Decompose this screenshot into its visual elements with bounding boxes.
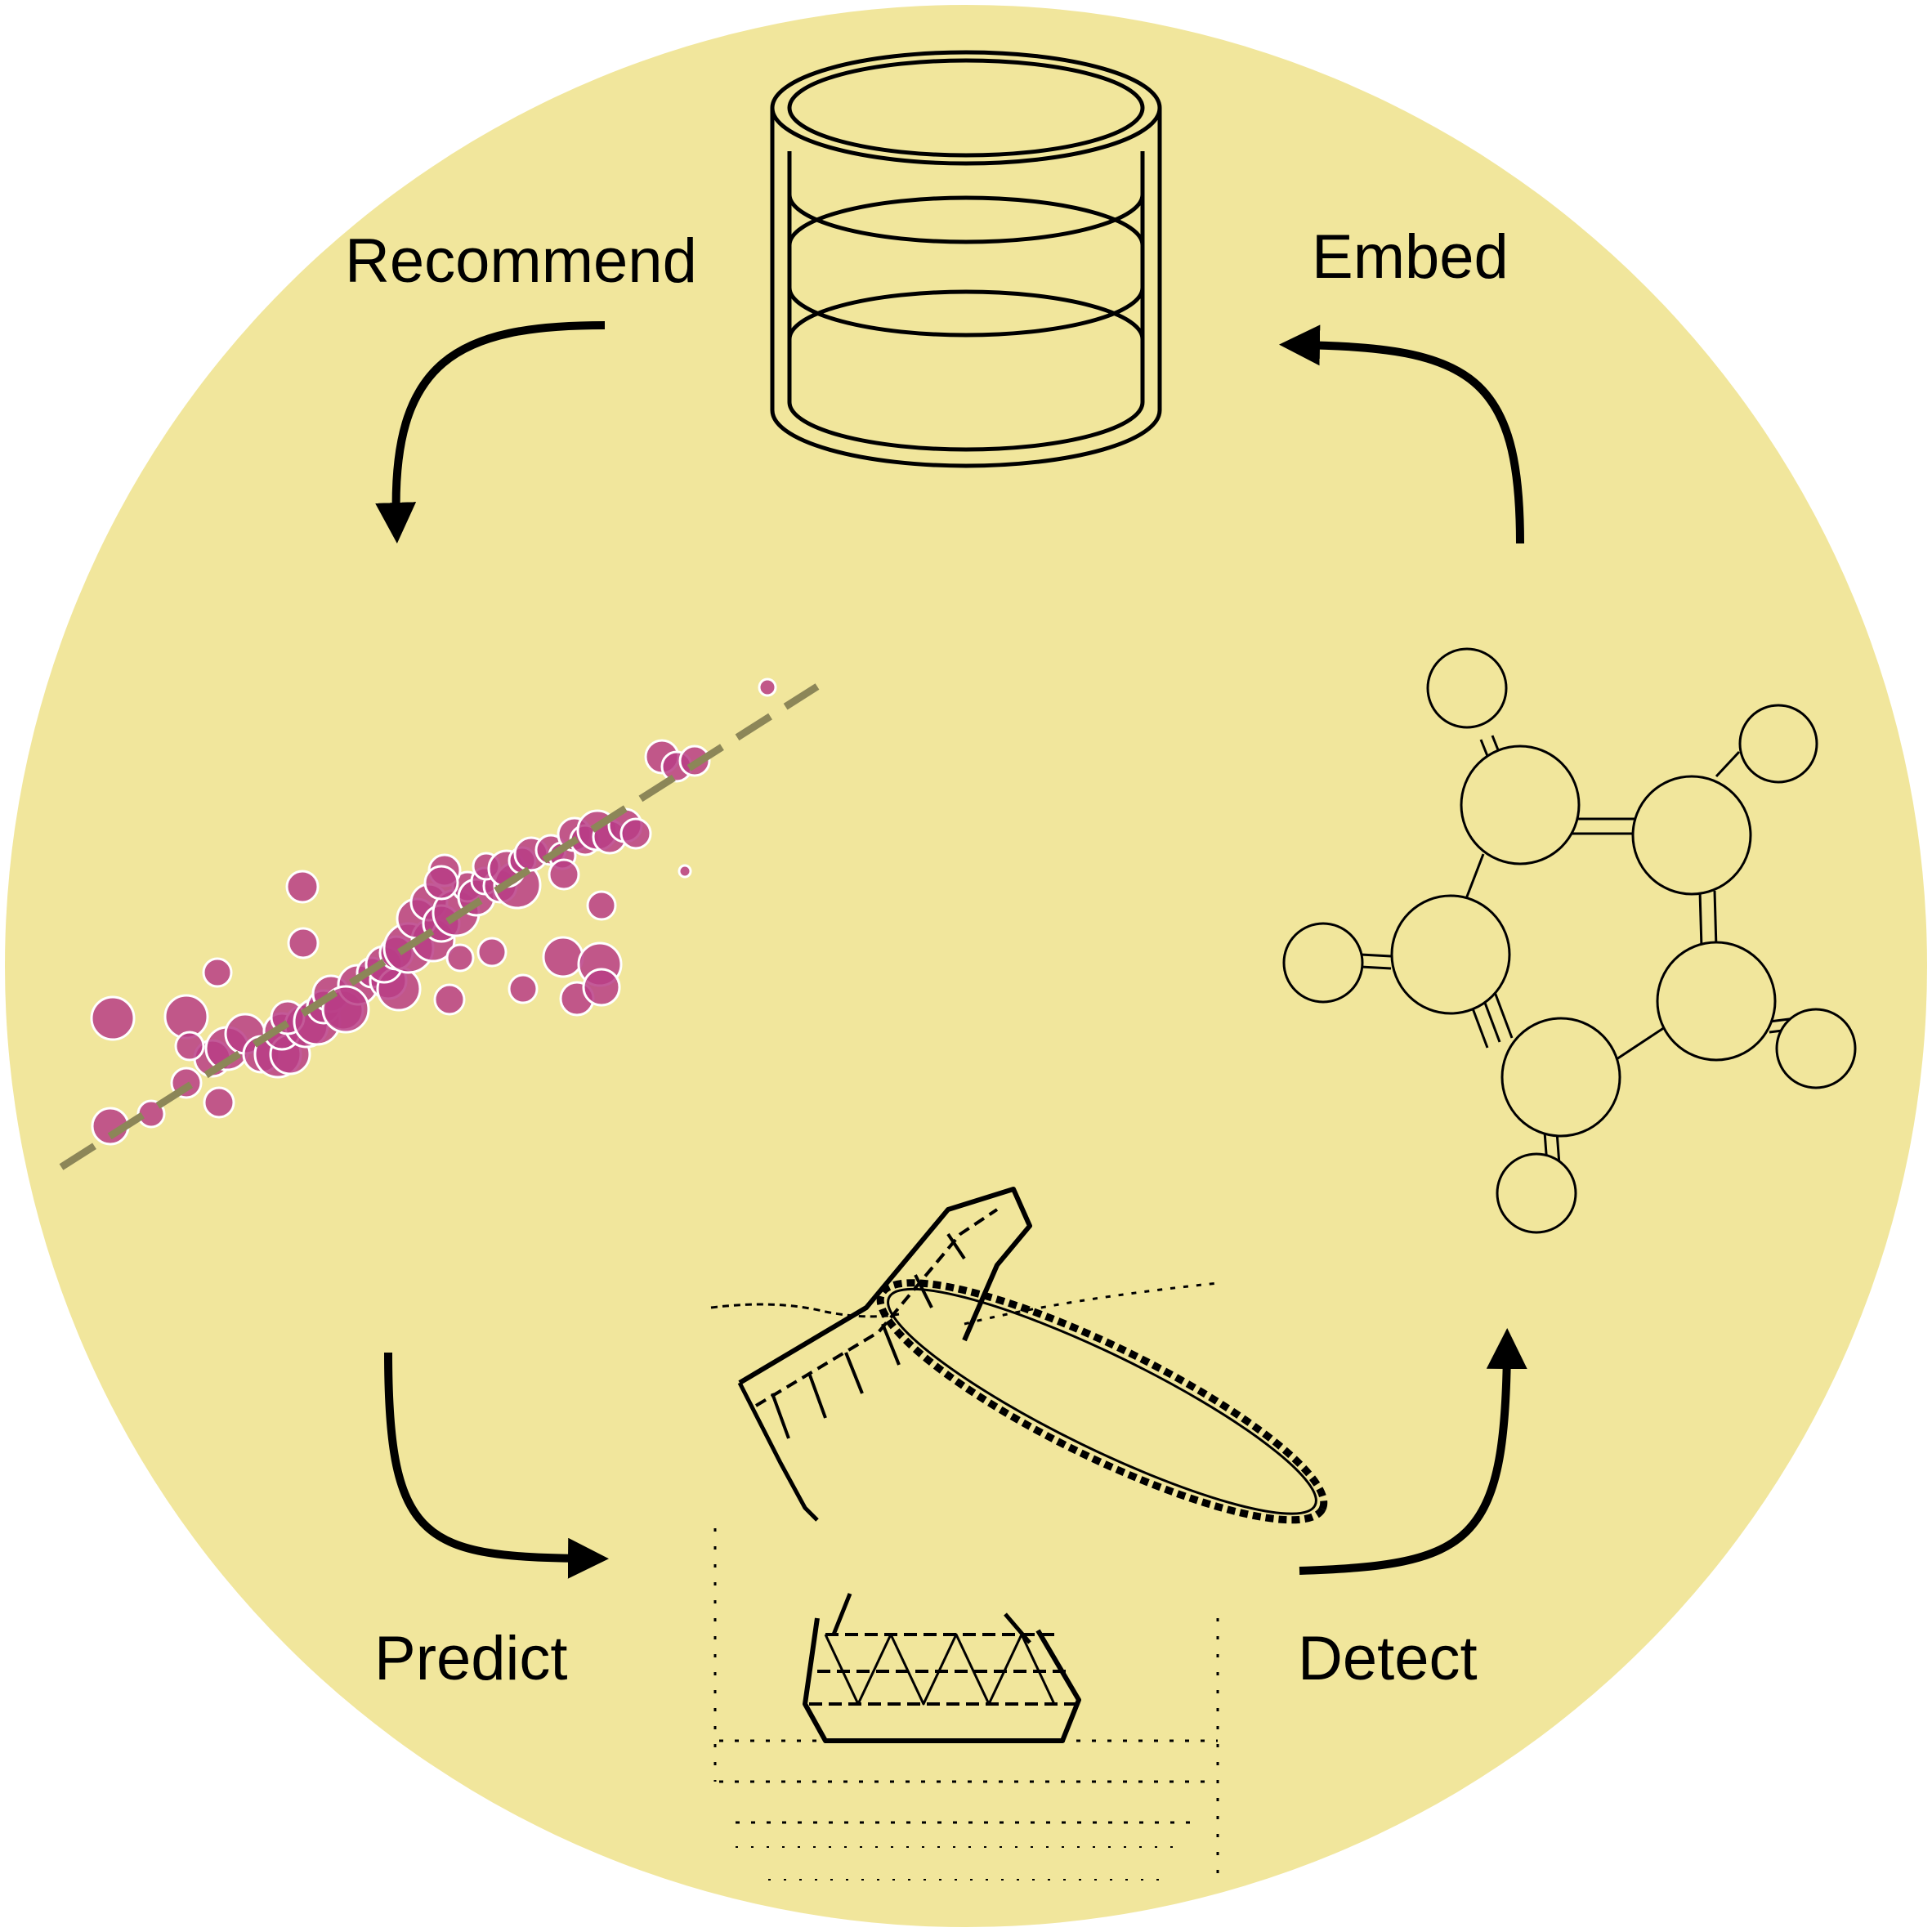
step-label-recommend: Recommend: [345, 226, 697, 296]
scatter-point: [423, 865, 459, 901]
trend-line: [59, 683, 820, 1170]
scatter-point: [287, 927, 320, 959]
scatter-point: [678, 864, 692, 879]
scatter-point: [285, 870, 320, 904]
arrow-recommend: [375, 321, 606, 543]
scatter-plot-icon: [59, 678, 820, 1170]
radio-telescope-icon: [710, 1187, 1328, 1881]
scatter-point: [619, 817, 652, 850]
step-label-predict: Predict: [374, 1624, 568, 1693]
scatter-point: [586, 890, 617, 921]
scatter-point: [174, 1031, 205, 1062]
arrow-predict: [384, 1352, 609, 1579]
scatter-point: [548, 858, 580, 891]
scatter-point: [433, 983, 466, 1016]
arrow-detect: [1299, 1328, 1527, 1575]
scatter-point: [202, 957, 233, 988]
scatter-point: [758, 678, 777, 697]
step-label-detect: Detect: [1298, 1624, 1478, 1693]
scatter-point: [445, 943, 475, 973]
scatter-point: [203, 1086, 235, 1119]
step-label-embed: Embed: [1312, 222, 1509, 292]
arrow-embed: [1279, 324, 1524, 544]
scatter-point: [476, 937, 508, 968]
scatter-point: [582, 968, 621, 1007]
database-icon: [770, 50, 1162, 468]
scatter-point: [542, 936, 584, 978]
scatter-point: [90, 995, 136, 1041]
molecule-icon: [1282, 647, 1857, 1234]
scatter-point: [508, 973, 539, 1004]
background-circle: [5, 5, 1927, 1927]
